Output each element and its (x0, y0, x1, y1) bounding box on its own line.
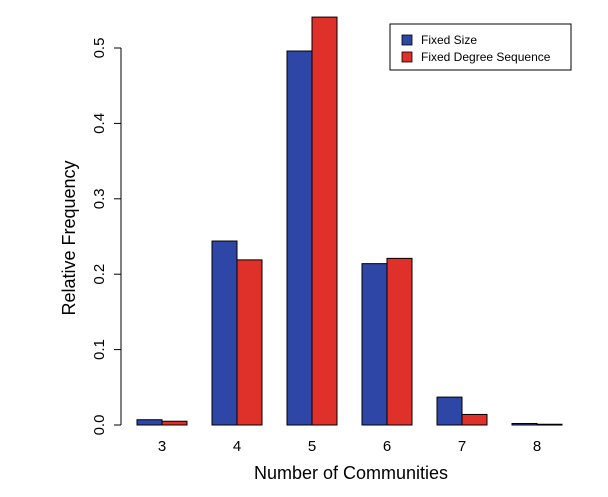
y-axis: 0.0 0.1 0.2 0.3 0.4 0.5 (91, 38, 122, 436)
x-tick-label: 8 (533, 438, 541, 455)
bar-fixed-size-3 (136, 419, 163, 426)
bar-fixed-size-7 (436, 396, 463, 426)
legend-swatch-fixed-size (401, 34, 413, 46)
bar-fixed-degree-sequence-8 (536, 423, 563, 426)
bar-fixed-size-5 (286, 50, 313, 426)
legend-label-fixed-size: Fixed Size (421, 33, 477, 47)
legend-box (389, 23, 572, 71)
x-tick-label: 7 (458, 438, 466, 455)
x-tick-label: 3 (158, 438, 166, 455)
x-axis: 3 4 5 6 7 8 (158, 438, 541, 455)
y-tick-label: 0.2 (91, 264, 108, 285)
y-tick-label: 0.3 (91, 188, 108, 209)
bar-fixed-size-6 (361, 263, 388, 426)
y-axis-title: Relative Frequency (59, 160, 79, 315)
bar-fixed-size-8 (511, 422, 538, 426)
y-tick-label: 0.4 (91, 113, 108, 134)
y-tick-label: 0.1 (91, 339, 108, 360)
x-tick-label: 4 (233, 438, 241, 455)
bar-fixed-degree-sequence-3 (161, 420, 188, 426)
y-tick-label: 0.5 (91, 38, 108, 59)
x-tick-label: 5 (308, 438, 316, 455)
bar-fixed-size-4 (211, 240, 238, 426)
legend-label-fixed-degree-sequence: Fixed Degree Sequence (421, 50, 551, 64)
legend: Fixed Size Fixed Degree Sequence (389, 23, 572, 71)
bars-group (136, 16, 563, 426)
x-axis-title: Number of Communities (254, 463, 448, 483)
x-tick-label: 6 (383, 438, 391, 455)
bar-fixed-degree-sequence-4 (236, 259, 263, 426)
bar-fixed-degree-sequence-5 (311, 16, 338, 426)
y-tick-label: 0.0 (91, 415, 108, 436)
bar-fixed-degree-sequence-6 (386, 257, 413, 426)
bar-fixed-degree-sequence-7 (461, 413, 488, 426)
legend-swatch-fixed-degree-sequence (401, 51, 413, 63)
